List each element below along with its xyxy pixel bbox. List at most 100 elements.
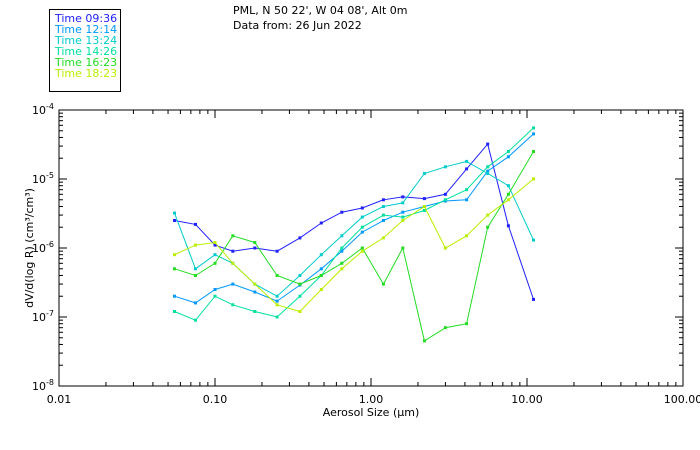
plot-frame [58,109,684,387]
data-point [443,326,447,330]
data-point [360,215,364,219]
data-point [401,201,405,205]
data-point [173,211,176,215]
date-info: Data from: 26 Jun 2022 [233,19,362,32]
data-point [422,205,426,208]
data-point [253,246,257,250]
data-point [319,274,323,277]
data-point [532,126,535,130]
data-point [465,198,469,202]
y-tick-label: 10-4 [32,102,54,117]
data-point [340,246,344,250]
data-point [443,198,447,202]
x-tick-label: 1.00 [359,393,384,406]
data-point [319,267,323,271]
y-tick-labels: 10-8 10-7 10-6 10-5 10-4 [32,102,54,393]
data-point [422,172,426,175]
data-point [422,209,426,212]
x-tick-label: 0.10 [203,393,228,406]
legend-item: Time 12:14 [55,23,118,36]
y-axis-label: dV/d(log R) (cm³/cm³) [23,188,36,308]
data-point [486,225,490,229]
data-point [253,290,257,294]
data-point [275,249,279,253]
data-point [381,282,385,286]
data-point [253,282,257,286]
data-point [340,267,344,271]
data-point [465,159,469,163]
y-tick-label: 10-5 [32,171,54,186]
data-point [506,224,510,228]
data-point [443,165,447,169]
data-point [213,294,217,298]
data-point [173,219,176,222]
series-line [174,133,534,304]
data-point [213,261,217,265]
data-point [213,241,217,244]
data-point [253,310,257,313]
data-point [298,294,302,298]
data-point [194,274,197,277]
data-point [340,210,344,214]
data-point [173,253,176,257]
data-point [465,167,469,171]
data-point [194,318,197,322]
data-point [532,297,535,301]
data-point [465,188,469,192]
data-point [213,253,217,257]
data-point [506,184,510,188]
data-point [401,210,405,214]
data-point [340,249,344,253]
series-line [174,127,534,321]
data-point [298,282,302,286]
plot-lines [173,126,535,343]
data-point [253,241,257,244]
y-tick-label: 10-6 [32,240,54,255]
x-axis-label: Aerosol Size (μm) [323,406,420,419]
data-point [194,301,197,305]
data-point [194,243,197,247]
legend-item: Time 18:23 [55,67,118,80]
data-point [401,195,405,199]
data-point [486,213,490,217]
data-point [506,192,510,196]
data-point [213,243,217,247]
data-point [275,315,279,319]
data-point [486,169,490,173]
data-point [360,206,364,210]
x-tick-label: 100.00 [664,393,700,406]
data-point [465,322,469,326]
data-point [506,155,510,159]
x-tick-labels: 0.01 0.10 1.00 10.00 100.00 [47,393,700,406]
series-line [174,178,534,313]
x-tick-label: 10.00 [511,393,543,406]
data-point [340,261,344,265]
data-point [298,274,302,277]
data-point [231,282,235,286]
data-point [319,253,323,257]
data-point [422,339,426,343]
data-point [173,310,176,313]
data-point [486,165,490,169]
data-point [213,288,217,291]
data-point [401,246,405,250]
data-point [231,261,235,265]
data-point [381,205,385,208]
data-point [506,198,510,202]
data-point [401,219,405,222]
series-line [174,151,534,342]
data-point [360,230,364,234]
legend: Time 09:36 Time 12:14 Time 13:24 Time 14… [49,9,121,92]
data-point [486,142,490,146]
legend-item: Time 09:36 [55,12,118,25]
data-point [298,236,302,240]
data-point [319,221,323,225]
data-point [381,198,385,202]
station-info: PML, N 50 22', W 04 08', Alt 0m [233,4,408,17]
data-point [532,132,535,136]
data-point [194,267,197,271]
data-point [381,236,385,240]
data-point [443,192,447,196]
legend-item: Time 14:26 [55,45,118,58]
